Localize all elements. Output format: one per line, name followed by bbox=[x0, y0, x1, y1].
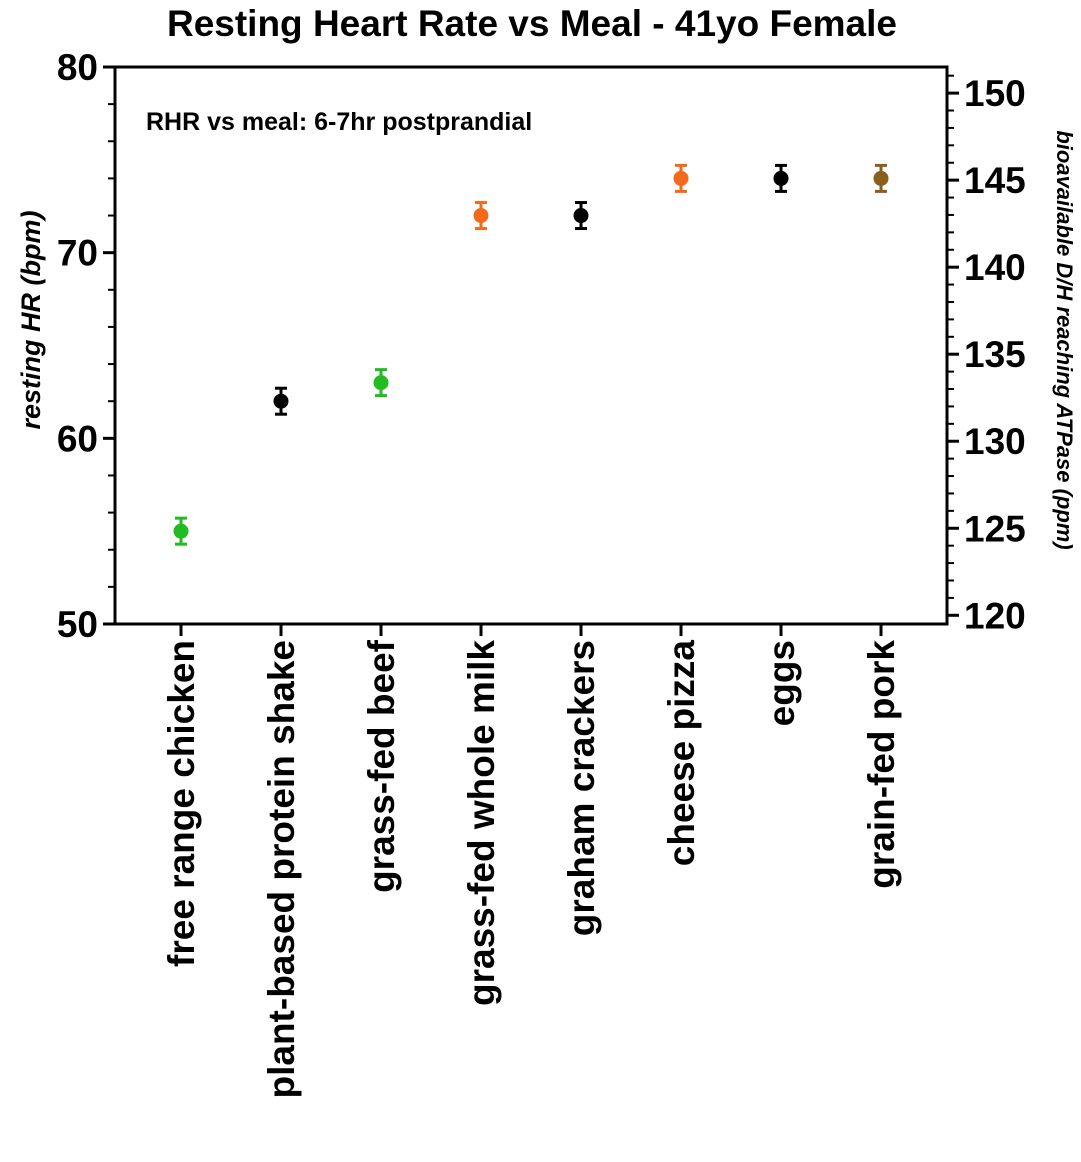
x-tick-label: grass-fed whole milk bbox=[461, 640, 502, 1006]
x-tick-label: eggs bbox=[761, 640, 802, 726]
y-tick-label: 80 bbox=[57, 47, 98, 88]
plot-area-frame bbox=[113, 65, 949, 626]
y2-tick-label: 120 bbox=[964, 595, 1026, 636]
x-tick-label: cheese pizza bbox=[661, 640, 702, 867]
x-tick-label: grass-fed beef bbox=[361, 639, 402, 893]
y-axis-label: resting HR (bpm) bbox=[16, 210, 46, 429]
y-tick-label: 50 bbox=[57, 604, 98, 645]
y2-tick-label: 145 bbox=[964, 160, 1026, 201]
data-point bbox=[173, 523, 189, 539]
data-point bbox=[773, 170, 789, 186]
y2-tick-label: 135 bbox=[964, 334, 1026, 375]
y2-tick-label: 150 bbox=[964, 73, 1026, 114]
y-tick-label: 70 bbox=[57, 233, 98, 274]
y-tick-label: 60 bbox=[57, 418, 98, 459]
y2-axis-label: bioavailable D/H reaching ATPase (ppm) bbox=[1052, 130, 1077, 549]
y2-tick-label: 130 bbox=[964, 421, 1026, 462]
x-tick-label: graham crackers bbox=[561, 640, 602, 936]
data-point bbox=[673, 170, 689, 186]
y2-tick-label: 125 bbox=[964, 508, 1026, 549]
chart-title: Resting Heart Rate vs Meal - 41yo Female bbox=[167, 3, 897, 44]
x-tick-label: grain-fed pork bbox=[861, 640, 902, 889]
data-point bbox=[573, 208, 589, 224]
x-tick-label: plant-based protein shake bbox=[261, 640, 302, 1099]
chart-annotation: RHR vs meal: 6-7hr postprandial bbox=[146, 108, 532, 136]
data-point bbox=[473, 208, 489, 224]
y2-tick-label: 140 bbox=[964, 247, 1026, 288]
data-point bbox=[873, 170, 889, 186]
data-point bbox=[273, 393, 289, 409]
y-axis: 50 60 70 80 bbox=[57, 47, 115, 645]
data-point bbox=[373, 375, 389, 391]
x-axis: free range chicken plant-based protein sh… bbox=[161, 624, 902, 1099]
y2-axis: 120 125 130 135 140 145 150 bbox=[947, 73, 1026, 636]
data-points bbox=[173, 163, 889, 546]
x-tick-label: free range chicken bbox=[161, 640, 202, 967]
